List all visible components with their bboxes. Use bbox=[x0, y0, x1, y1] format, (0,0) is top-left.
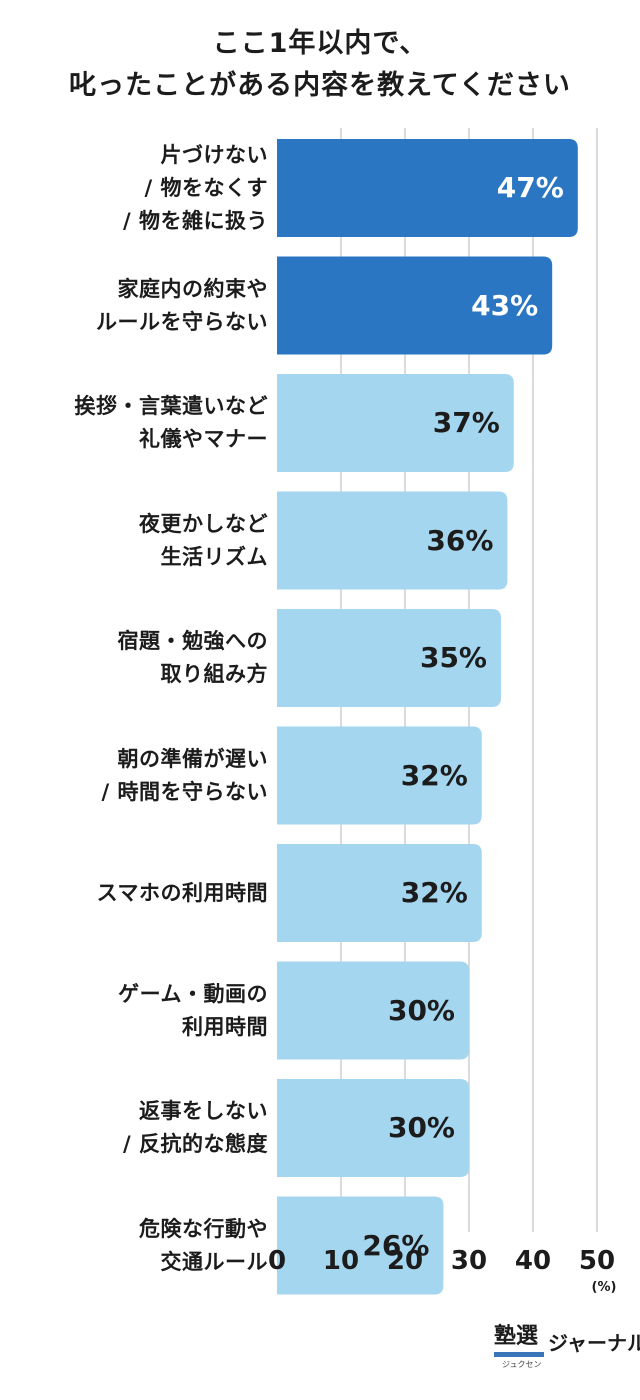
bar-3 bbox=[277, 374, 514, 472]
category-label-2-line-1: 家庭内の約束や bbox=[117, 276, 268, 301]
x-tick-label-30: 30 bbox=[450, 1246, 488, 1276]
category-label-8-line-1: ゲーム・動画の bbox=[118, 981, 268, 1006]
bar-10 bbox=[277, 1196, 444, 1295]
brand-logo-mark: 塾選 bbox=[494, 1324, 539, 1349]
brand-name: ジャーナル bbox=[548, 1331, 640, 1355]
category-label-5-line-1: 宿題・勉強への bbox=[117, 629, 268, 653]
category-label-9-line-2: / 反抗的な態度 bbox=[123, 1132, 268, 1156]
bar-4 bbox=[277, 491, 508, 590]
x-tick-label-20: 20 bbox=[386, 1246, 424, 1276]
bar-9 bbox=[277, 1079, 469, 1177]
value-label-9: 30% bbox=[387, 1111, 455, 1144]
category-label-1-line-3: / 物を雑に扱う bbox=[123, 208, 268, 233]
x-tick-label-40: 40 bbox=[514, 1246, 552, 1276]
bar-6 bbox=[277, 726, 482, 825]
bar-2 bbox=[277, 256, 553, 355]
bar-7 bbox=[277, 844, 482, 942]
category-label-1-line-2: / 物をなくす bbox=[144, 175, 268, 200]
category-label-10-line-1: 危険な行動や bbox=[139, 1216, 268, 1241]
category-label-3-line-1: 挨拶・言葉遣いなど bbox=[74, 394, 268, 418]
category-label-4-line-1: 夜更かしなど bbox=[139, 511, 268, 536]
category-label-6-line-1: 朝の準備が遅い bbox=[117, 746, 268, 771]
value-label-7: 32% bbox=[400, 876, 468, 909]
value-label-6: 32% bbox=[400, 758, 468, 792]
chart-title-line-2: 叱ったことがある内容を教えてください bbox=[69, 70, 571, 101]
value-label-10: 26% bbox=[362, 1228, 430, 1262]
category-label-3-line-2: 礼儀やマナー bbox=[139, 427, 268, 451]
chart-title-line-1: ここ1年以内で、 bbox=[212, 28, 428, 59]
x-tick-label-0: 0 bbox=[267, 1246, 287, 1276]
category-label-7-line-1: スマホの利用時間 bbox=[96, 880, 268, 905]
value-label-3: 37% bbox=[432, 406, 500, 439]
category-label-5-line-2: 取り組み方 bbox=[160, 662, 268, 686]
value-label-8: 30% bbox=[387, 993, 455, 1027]
brand-logo: 塾選 ジュクセン ジャーナル bbox=[494, 1320, 640, 1390]
value-label-2: 43% bbox=[471, 288, 539, 322]
brand-logo-reading: ジュクセン bbox=[502, 1360, 542, 1369]
category-label-8-line-2: 利用時間 bbox=[182, 1014, 268, 1039]
value-label-1: 47% bbox=[496, 171, 564, 204]
category-label-10-line-2: 交通ルール bbox=[160, 1249, 268, 1274]
category-label-9-line-1: 返事をしない bbox=[139, 1099, 268, 1123]
value-label-4: 36% bbox=[426, 523, 494, 557]
bar-8 bbox=[277, 961, 469, 1060]
x-tick-label-10: 10 bbox=[322, 1246, 360, 1276]
bar-1 bbox=[277, 139, 578, 237]
category-label-4-line-2: 生活リズム bbox=[160, 544, 268, 569]
bar-5 bbox=[277, 609, 501, 707]
category-label-2-line-2: ルールを守らない bbox=[96, 309, 268, 334]
axis-unit-label: (%) bbox=[591, 1280, 617, 1295]
category-label-1-line-1: 片づけない bbox=[160, 142, 268, 167]
x-tick-label-50: 50 bbox=[578, 1246, 616, 1276]
category-label-6-line-2: / 時間を守らない bbox=[101, 779, 268, 804]
brand-logo-bar bbox=[494, 1352, 544, 1357]
value-label-5: 35% bbox=[419, 641, 487, 674]
